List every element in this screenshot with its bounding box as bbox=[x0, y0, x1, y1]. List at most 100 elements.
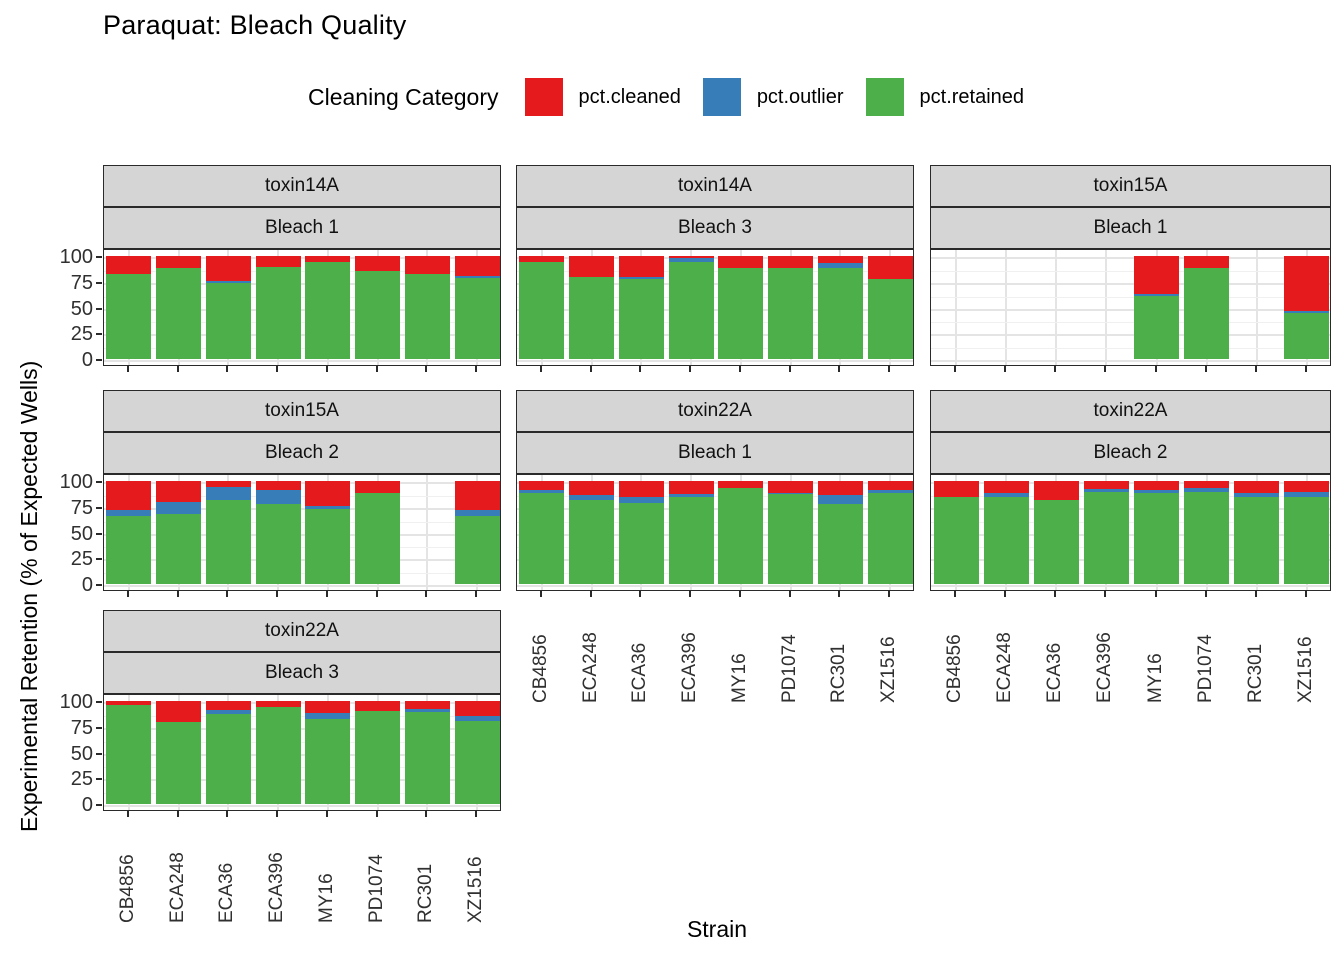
bar-segment-outlier bbox=[454, 509, 500, 516]
facet-strip-bleach: Bleach 3 bbox=[103, 652, 501, 694]
gridline bbox=[931, 270, 1330, 272]
gridline bbox=[517, 547, 913, 549]
gridline bbox=[104, 793, 500, 795]
x-axis-label: ECA396 bbox=[679, 632, 701, 703]
plot-area bbox=[516, 249, 914, 366]
gridline bbox=[104, 308, 500, 311]
bar-segment-cleaned bbox=[106, 701, 152, 706]
y-axis-label: 100 bbox=[59, 246, 93, 268]
bar-segment-retained bbox=[519, 493, 565, 584]
page-title: Paraquat: Bleach Quality bbox=[103, 10, 407, 40]
x-axis-tick bbox=[475, 591, 478, 597]
x-axis-tick bbox=[425, 366, 428, 372]
bar-segment-retained bbox=[718, 268, 764, 359]
legend-item-label: pct.retained bbox=[919, 85, 1025, 108]
x-axis-tick bbox=[888, 366, 891, 372]
bar bbox=[519, 481, 565, 584]
gridline bbox=[517, 322, 913, 324]
legend-item-retained: pct.retained bbox=[865, 78, 1025, 116]
bar-segment-cleaned bbox=[1184, 481, 1230, 489]
bar-segment-cleaned bbox=[404, 256, 450, 274]
x-axis-tick bbox=[276, 811, 279, 817]
x-axis-tick bbox=[689, 591, 692, 597]
bar-segment-outlier bbox=[817, 263, 863, 269]
bar-segment-outlier bbox=[1284, 492, 1330, 498]
bar bbox=[867, 481, 913, 584]
gridline bbox=[517, 559, 913, 562]
bar-segment-outlier bbox=[1134, 490, 1180, 494]
bar-segment-retained bbox=[668, 497, 714, 584]
bar-segment-cleaned bbox=[305, 701, 351, 714]
x-axis-tick bbox=[738, 591, 741, 597]
bar-segment-cleaned bbox=[156, 701, 201, 722]
x-axis-tick bbox=[1254, 591, 1257, 597]
x-axis-label: ECA248 bbox=[166, 852, 188, 923]
outlier-swatch-icon bbox=[702, 78, 741, 116]
bar-segment-retained bbox=[106, 705, 152, 804]
legend-item-label: pct.outlier bbox=[756, 85, 844, 108]
bar bbox=[305, 701, 351, 804]
y-axis-label: 100 bbox=[59, 691, 93, 713]
bar-segment-cleaned bbox=[867, 481, 913, 491]
bar-segment-cleaned bbox=[454, 256, 500, 276]
gridline bbox=[104, 495, 500, 497]
x-axis-tick bbox=[375, 591, 378, 597]
x-axis-tick bbox=[1154, 591, 1157, 597]
bar-segment-retained bbox=[618, 502, 664, 584]
bar-segment-cleaned bbox=[618, 256, 664, 277]
bar-segment-cleaned bbox=[255, 256, 301, 268]
bar-segment-outlier bbox=[156, 501, 201, 514]
bar-segment-retained bbox=[519, 262, 565, 359]
bar-segment-cleaned bbox=[106, 481, 152, 510]
y-axis-tick bbox=[96, 752, 102, 755]
y-axis-label: 25 bbox=[70, 768, 93, 791]
gridline bbox=[104, 482, 500, 484]
gridline bbox=[104, 573, 500, 575]
bar bbox=[205, 701, 251, 804]
bar-segment-retained bbox=[205, 714, 251, 804]
x-axis-tick bbox=[1104, 591, 1107, 597]
facet-strip-bleach: Bleach 1 bbox=[930, 207, 1331, 249]
bar-segment-outlier bbox=[618, 276, 664, 279]
bar bbox=[1184, 481, 1230, 584]
gridline bbox=[426, 475, 429, 590]
y-axis-label: 75 bbox=[70, 496, 93, 519]
x-axis-label: CB4856 bbox=[944, 634, 966, 703]
gridline bbox=[1005, 250, 1008, 365]
bar-segment-retained bbox=[1134, 296, 1180, 359]
bar bbox=[404, 256, 450, 359]
bar-segment-retained bbox=[255, 707, 301, 804]
bar-segment-retained bbox=[768, 268, 813, 359]
bar bbox=[355, 701, 400, 804]
x-axis-label: RC301 bbox=[828, 643, 850, 703]
bar-segment-retained bbox=[205, 282, 251, 359]
x-axis-label: RC301 bbox=[415, 863, 437, 923]
bar bbox=[1134, 481, 1180, 584]
bar bbox=[1134, 256, 1180, 359]
bar bbox=[355, 256, 400, 359]
x-axis-tick bbox=[689, 366, 692, 372]
x-axis-label: ECA396 bbox=[1094, 632, 1116, 703]
bar-segment-cleaned bbox=[1184, 256, 1230, 269]
bar-segment-cleaned bbox=[305, 256, 351, 263]
bar-segment-retained bbox=[867, 493, 913, 584]
bar-segment-retained bbox=[205, 499, 251, 584]
x-axis-label: CB4856 bbox=[529, 634, 551, 703]
x-axis-label: XZ1516 bbox=[878, 636, 900, 703]
facet-panel: toxin22A Bleach 1 bbox=[516, 390, 914, 591]
bar-segment-retained bbox=[454, 516, 500, 584]
bar-segment-cleaned bbox=[255, 481, 301, 491]
x-axis-tick bbox=[226, 366, 229, 372]
facet-panel: toxin15A Bleach 1 bbox=[930, 165, 1331, 366]
y-axis-tick bbox=[96, 506, 102, 509]
bar-segment-cleaned bbox=[205, 256, 251, 281]
gridline bbox=[955, 250, 958, 365]
x-axis-tick bbox=[126, 811, 129, 817]
gridline bbox=[931, 547, 1330, 549]
y-axis-tick bbox=[96, 359, 102, 361]
gridline bbox=[517, 348, 913, 350]
x-axis-tick bbox=[1204, 366, 1207, 372]
bar bbox=[1284, 481, 1330, 584]
bar-segment-retained bbox=[255, 267, 301, 359]
